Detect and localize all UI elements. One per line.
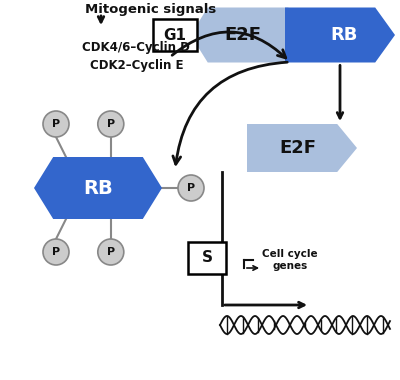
Text: E2F: E2F (224, 26, 262, 44)
Text: P: P (52, 119, 60, 129)
FancyBboxPatch shape (188, 242, 226, 274)
Circle shape (98, 239, 124, 265)
Text: P: P (107, 247, 115, 257)
Circle shape (43, 111, 69, 137)
Text: RB: RB (83, 179, 113, 198)
Text: E2F: E2F (280, 139, 316, 157)
Text: P: P (107, 119, 115, 129)
Polygon shape (190, 8, 306, 62)
Text: G1: G1 (164, 27, 186, 43)
Polygon shape (247, 124, 357, 172)
Text: Cell cycle
genes: Cell cycle genes (262, 249, 318, 271)
Polygon shape (34, 157, 162, 219)
Circle shape (43, 239, 69, 265)
Circle shape (178, 175, 204, 201)
Text: S: S (202, 250, 212, 266)
FancyArrowPatch shape (172, 32, 286, 58)
Circle shape (98, 111, 124, 137)
Polygon shape (285, 8, 395, 62)
Text: P: P (187, 183, 195, 193)
Text: RB: RB (330, 26, 358, 44)
FancyArrowPatch shape (173, 62, 287, 164)
FancyBboxPatch shape (153, 19, 197, 51)
Text: Mitogenic signals: Mitogenic signals (85, 3, 216, 16)
Text: P: P (52, 247, 60, 257)
Text: CDK4/6–Cyclin D: CDK4/6–Cyclin D (82, 41, 190, 54)
Text: CDK2–Cyclin E: CDK2–Cyclin E (90, 59, 184, 71)
